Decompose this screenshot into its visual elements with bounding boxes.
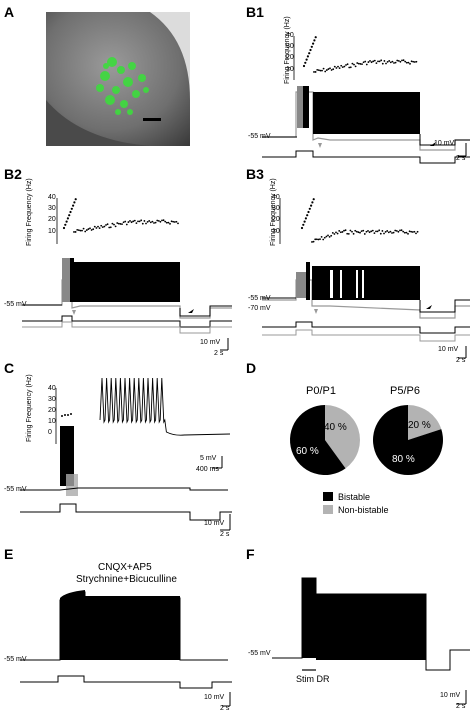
e-scale-mv: 10 mV xyxy=(204,694,225,701)
f-stim-label: Stim DR xyxy=(296,674,330,684)
c-ylabel: Firing Frequency (Hz) xyxy=(26,374,33,442)
b1-scale-mv: 10 mV xyxy=(434,140,455,147)
b2-ylabel: Firing Frequency (Hz) xyxy=(26,178,33,246)
microscopy-image xyxy=(46,12,190,146)
b1-tick-20: 20 xyxy=(286,54,294,61)
f-scale-mv: 10 mV xyxy=(440,692,461,699)
legend-nonbistable: Non-bistable xyxy=(338,505,389,515)
panel-label-f: F xyxy=(246,546,255,562)
c-scale-s: 2 s xyxy=(220,531,230,538)
f-scale-s: 2 s xyxy=(456,703,466,710)
b3-vm-55-label: -55 mV xyxy=(248,295,271,302)
e-drug-line2: Strychnine+Bicuculline xyxy=(76,574,177,585)
b3-scale-mv: 10 mV xyxy=(438,346,459,353)
panel-b3-traces xyxy=(262,198,470,359)
pie-title-p5p6: P5/P6 xyxy=(390,385,420,397)
e-vm-label: -55 mV xyxy=(4,656,27,663)
b3-tick-40: 40 xyxy=(272,194,280,201)
b2-tick-30: 30 xyxy=(48,205,56,212)
b2-tick-10: 10 xyxy=(48,228,56,235)
b2-scale-s: 2 s xyxy=(214,350,224,357)
pie2-label-nonbistable: 20 % xyxy=(408,420,431,431)
panel-label-a: A xyxy=(4,4,15,20)
panel-label-b2: B2 xyxy=(4,166,22,182)
c-tick-20: 20 xyxy=(48,407,56,414)
panel-label-b3: B3 xyxy=(246,166,264,182)
pie2-label-bistable: 80 % xyxy=(392,454,415,465)
pie2-slice-nonbistable xyxy=(408,405,442,440)
b2-tick-20: 20 xyxy=(48,216,56,223)
b2-vm-label: -55 mV xyxy=(4,301,27,308)
panel-c-traces xyxy=(20,377,232,531)
c-tick-30: 30 xyxy=(48,396,56,403)
panel-d-pies xyxy=(290,405,443,475)
f-vm-label: -55 mV xyxy=(248,650,271,657)
e-drug-line1: CNQX+AP5 xyxy=(98,562,152,573)
b3-scale-s: 2 s xyxy=(456,357,466,364)
b1-tick-40: 40 xyxy=(286,32,294,39)
panel-b2-traces xyxy=(22,198,232,351)
c-tick-10: 10 xyxy=(48,418,56,425)
panel-e-traces xyxy=(20,590,232,707)
pie1-slice-bistable xyxy=(290,405,346,475)
panel-label-e: E xyxy=(4,546,14,562)
b2-scale-mv: 10 mV xyxy=(200,339,221,346)
c-inset-scale-ms: 400 ms xyxy=(196,466,219,473)
b3-vm-70-label: -70 mV xyxy=(248,305,271,312)
b1-vm-label: -55 mV xyxy=(248,133,271,140)
legend-bistable: Bistable xyxy=(338,492,371,502)
pie1-slice-nonbistable xyxy=(325,405,361,469)
b2-tick-40: 40 xyxy=(48,194,56,201)
pie1-label-nonbistable: 40 % xyxy=(324,422,347,433)
c-tick-40: 40 xyxy=(48,385,56,392)
b3-tick-20: 20 xyxy=(272,216,280,223)
b3-tick-10: 10 xyxy=(272,228,280,235)
panel-label-c: C xyxy=(4,360,15,376)
c-scale-mv: 10 mV xyxy=(204,520,225,527)
panel-f-traces xyxy=(272,577,470,705)
panel-label-b1: B1 xyxy=(246,4,264,20)
b1-scale-s: 2 s xyxy=(456,155,466,162)
b3-ylabel: Firing Frequency (Hz) xyxy=(270,178,277,246)
pie1-label-bistable: 60 % xyxy=(296,446,319,457)
pie-title-p0p1: P0/P1 xyxy=(306,385,336,397)
c-inset-scale-mv: 5 mV xyxy=(200,455,217,462)
b1-tick-30: 30 xyxy=(286,43,294,50)
c-vm-label: -55 mV xyxy=(4,486,27,493)
b1-tick-10: 10 xyxy=(286,66,294,73)
b3-tick-30: 30 xyxy=(272,205,280,212)
b1-ylabel: Firing Frequency (Hz) xyxy=(284,16,291,84)
e-scale-s: 2 s xyxy=(220,705,230,712)
pie2-slice-bistable xyxy=(373,405,443,475)
panel-b1-traces xyxy=(262,36,470,164)
panel-label-d: D xyxy=(246,360,257,376)
c-tick-0: 0 xyxy=(48,429,52,436)
legend-swatch-bistable xyxy=(323,492,333,501)
legend-swatch-nonbistable xyxy=(323,505,333,514)
